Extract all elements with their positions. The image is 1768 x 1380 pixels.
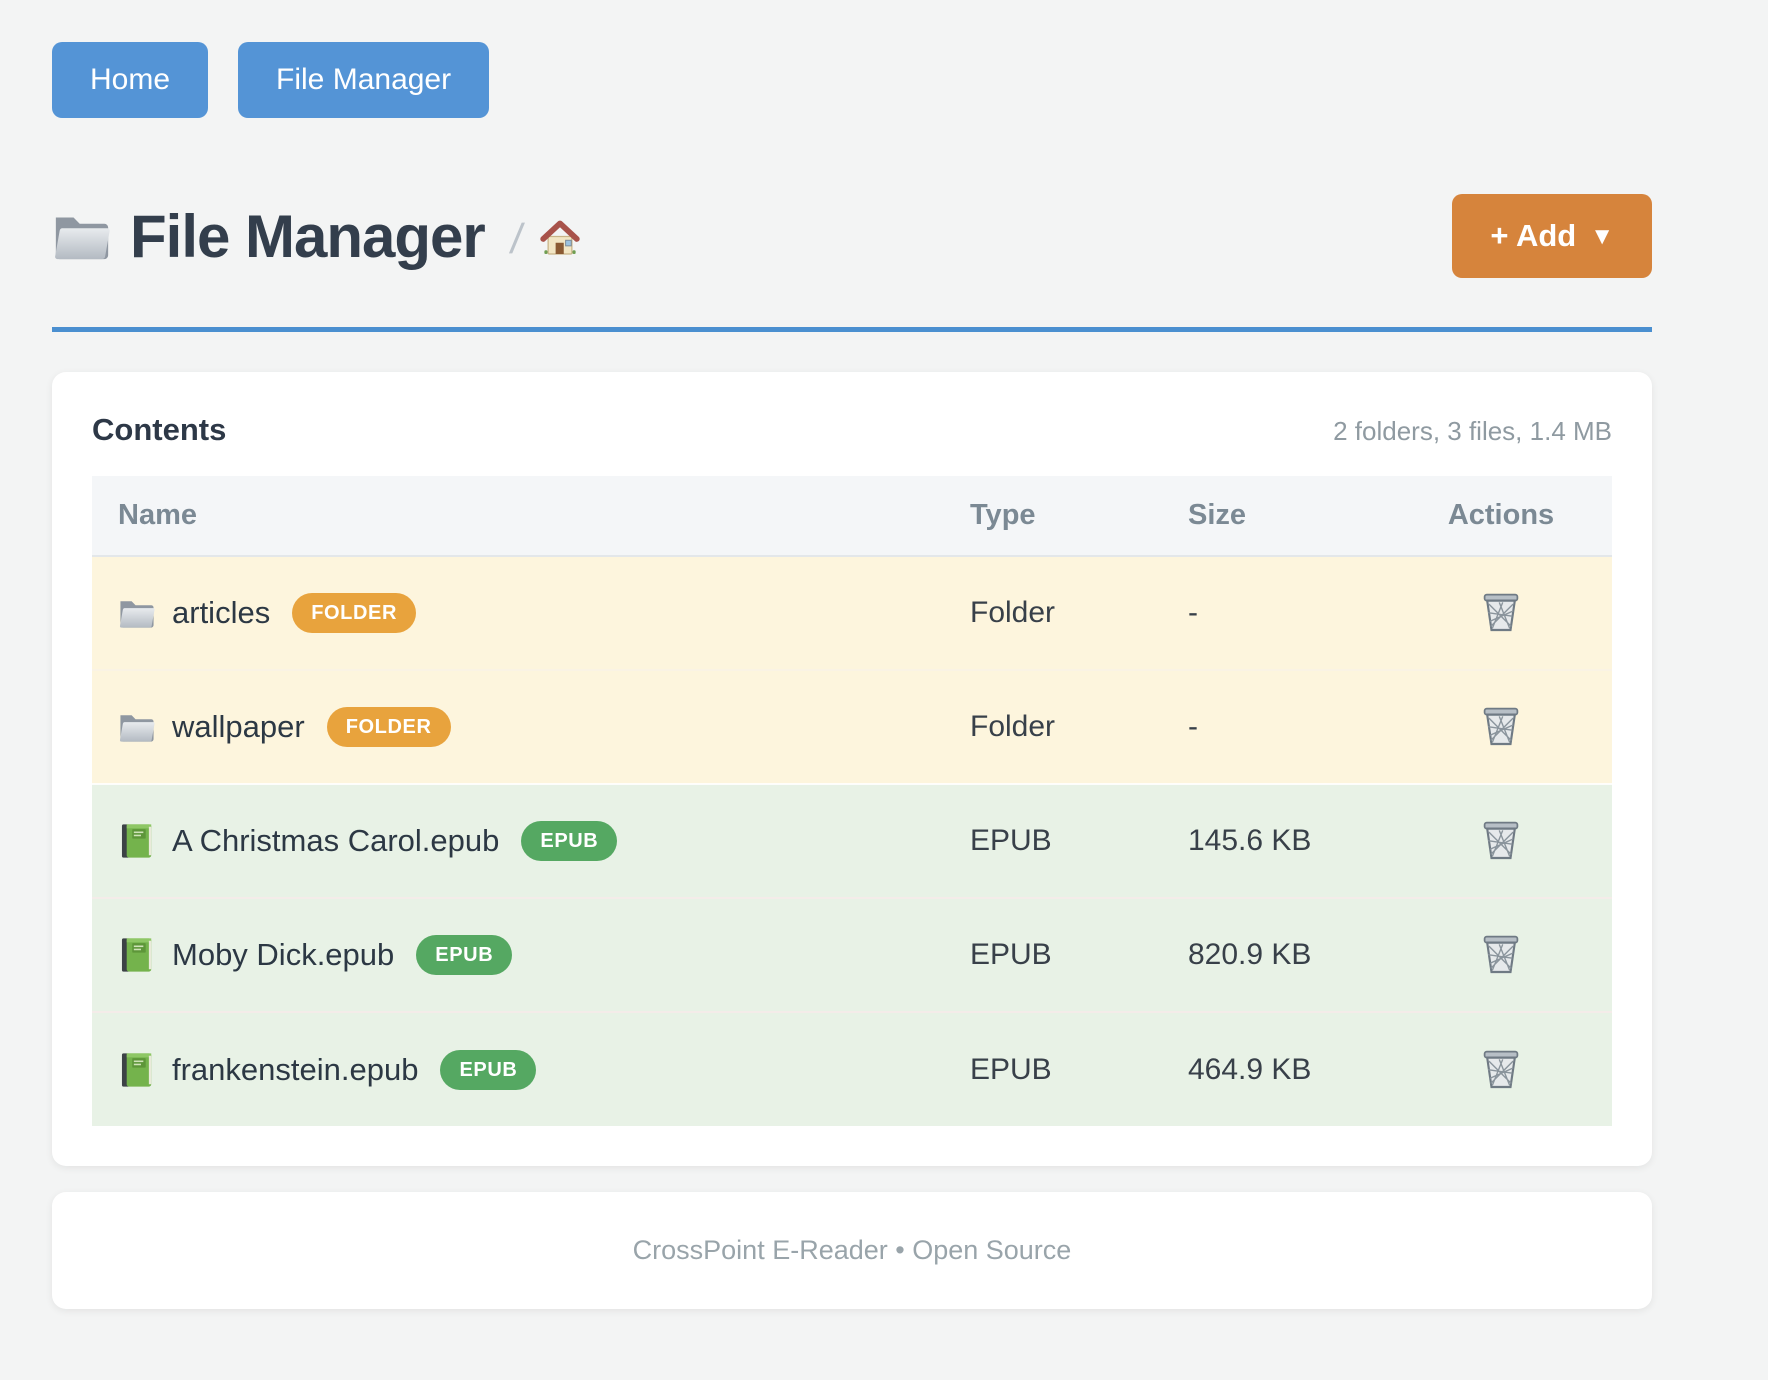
type-badge: FOLDER — [292, 593, 417, 633]
add-button[interactable]: + Add ▼ — [1452, 194, 1652, 278]
chevron-down-icon: ▼ — [1590, 223, 1614, 250]
green-book-icon — [121, 1052, 152, 1087]
breadcrumb-home-link[interactable] — [540, 219, 580, 262]
house-icon — [540, 219, 580, 259]
file-name-link[interactable]: A Christmas Carol.epub — [172, 823, 500, 858]
file-name-link[interactable]: frankenstein.epub — [172, 1051, 419, 1087]
title-group: File Manager / — [52, 202, 1452, 271]
size-cell: 464.9 KB — [1188, 1011, 1390, 1126]
contents-title: Contents — [92, 412, 227, 447]
table-header-row: Name Type Size Actions — [92, 476, 1612, 557]
title-divider — [52, 327, 1652, 332]
table-row: A Christmas Carol.epub EPUB EPUB 145.6 K… — [92, 783, 1612, 898]
type-badge: EPUB — [521, 821, 618, 861]
contents-summary: 2 folders, 3 files, 1.4 MB — [1333, 416, 1612, 446]
footer-text: CrossPoint E-Reader • Open Source — [632, 1235, 1072, 1265]
column-header-size: Size — [1188, 476, 1390, 557]
file-name-link[interactable]: Moby Dick.epub — [172, 937, 395, 972]
type-cell: EPUB — [970, 1011, 1188, 1126]
delete-button[interactable] — [1478, 586, 1524, 639]
file-manager-page: Home File Manager File Manager / + Add ▼… — [52, 42, 1652, 1309]
size-cell: - — [1188, 669, 1390, 784]
trash-icon — [1483, 821, 1519, 860]
contents-card: Contents 2 folders, 3 files, 1.4 MB Name… — [52, 372, 1652, 1166]
type-badge: EPUB — [416, 935, 513, 975]
type-cell: EPUB — [970, 897, 1188, 1012]
delete-button[interactable] — [1478, 814, 1524, 867]
type-cell: Folder — [970, 669, 1188, 784]
breadcrumb-separator: / — [507, 215, 526, 262]
delete-button[interactable] — [1478, 700, 1524, 753]
trash-icon — [1483, 593, 1519, 632]
table-row: frankenstein.epub EPUB EPUB 464.9 KB — [92, 1011, 1612, 1126]
type-badge: EPUB — [440, 1049, 537, 1090]
file-table: Name Type Size Actions articles FOLDER F… — [92, 476, 1612, 1126]
size-cell: 145.6 KB — [1188, 783, 1390, 898]
folder-icon — [119, 715, 155, 742]
table-row: wallpaper FOLDER Folder - — [92, 669, 1612, 784]
table-row: Moby Dick.epub EPUB EPUB 820.9 KB — [92, 897, 1612, 1012]
footer-card: CrossPoint E-Reader • Open Source — [52, 1192, 1652, 1309]
table-row: articles FOLDER Folder - — [92, 556, 1612, 670]
trash-icon — [1483, 935, 1519, 974]
top-nav: Home File Manager — [52, 42, 1652, 118]
type-cell: EPUB — [970, 783, 1188, 898]
delete-button[interactable] — [1478, 928, 1524, 981]
trash-icon — [1483, 707, 1519, 746]
add-button-label: + Add — [1490, 218, 1577, 253]
column-header-type: Type — [970, 476, 1188, 557]
delete-button[interactable] — [1478, 1043, 1524, 1096]
size-cell: 820.9 KB — [1188, 897, 1390, 1012]
column-header-actions: Actions — [1390, 476, 1612, 557]
nav-button-file-manager[interactable]: File Manager — [238, 42, 490, 118]
size-cell: - — [1188, 556, 1390, 670]
folder-icon — [119, 601, 155, 628]
type-cell: Folder — [970, 556, 1188, 670]
folder-icon — [55, 217, 110, 260]
page-header: File Manager / + Add ▼ — [52, 194, 1652, 278]
column-header-name: Name — [92, 476, 970, 557]
nav-button-home[interactable]: Home — [52, 42, 209, 118]
green-book-icon — [121, 938, 152, 972]
page-title: File Manager — [130, 202, 486, 270]
green-book-icon — [121, 824, 152, 858]
file-name-link[interactable]: wallpaper — [172, 709, 305, 744]
trash-icon — [1483, 1050, 1519, 1088]
file-name-link[interactable]: articles — [172, 595, 271, 630]
contents-header: Contents 2 folders, 3 files, 1.4 MB — [92, 412, 1612, 448]
type-badge: FOLDER — [326, 707, 451, 747]
